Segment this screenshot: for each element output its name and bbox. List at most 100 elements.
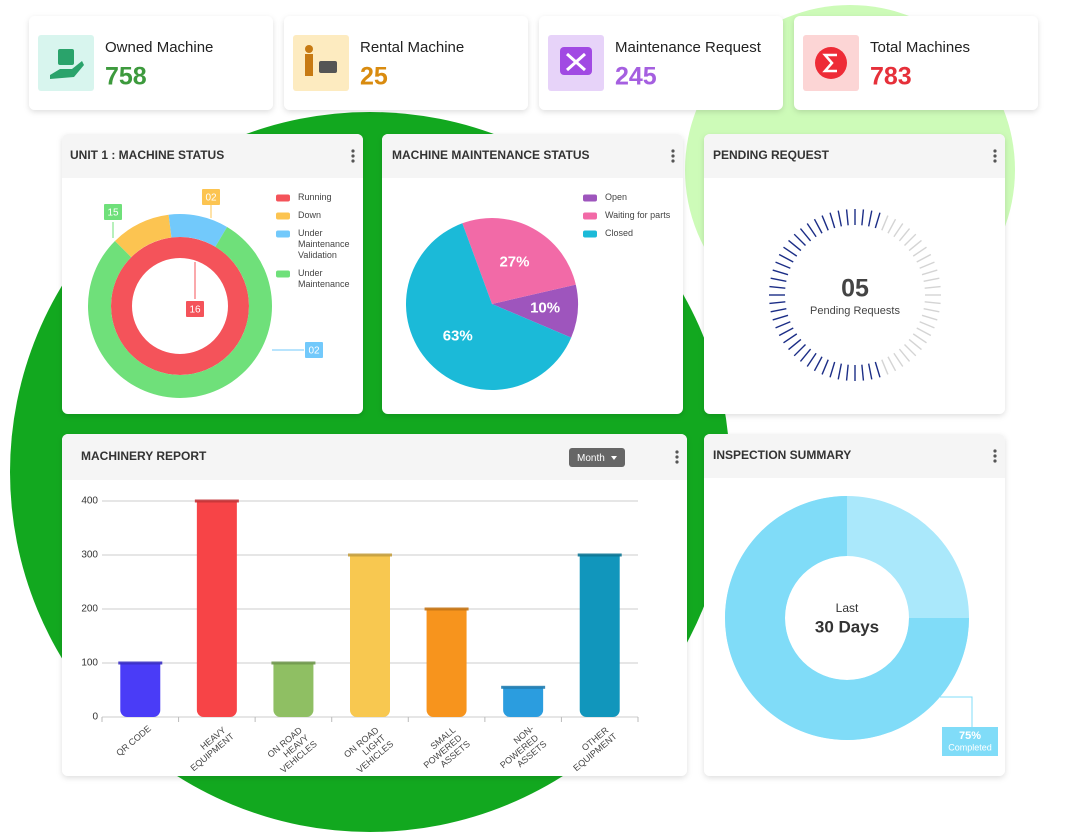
gauge-tick bbox=[912, 333, 927, 344]
bar-cap bbox=[501, 685, 546, 689]
value-label: 02 bbox=[205, 193, 217, 204]
y-tick-label: 100 bbox=[81, 658, 98, 669]
stat-value: 783 bbox=[870, 63, 912, 91]
gauge-tick bbox=[775, 261, 791, 269]
control-label: Month bbox=[577, 453, 605, 464]
legend-label: Under Maintenance Validation bbox=[298, 228, 352, 260]
legend-swatch bbox=[276, 270, 290, 278]
gauge-tick bbox=[845, 364, 849, 381]
value-label: 16 bbox=[189, 305, 201, 316]
donut-inner-ring bbox=[111, 237, 249, 375]
donut-segment bbox=[168, 214, 228, 247]
pie-slice bbox=[492, 284, 578, 338]
slice-label: 10% bbox=[530, 300, 560, 317]
menu-dot bbox=[671, 154, 675, 158]
gauge-tick bbox=[845, 209, 849, 226]
stat-value: 245 bbox=[615, 63, 657, 91]
gauge-tick bbox=[898, 228, 911, 242]
bar bbox=[120, 663, 161, 717]
slice-label: 27% bbox=[499, 253, 529, 270]
gauge-tick bbox=[924, 301, 941, 305]
icon-glyph bbox=[560, 47, 592, 75]
legend-swatch bbox=[276, 194, 290, 202]
gauge-tick bbox=[887, 218, 897, 234]
category-label: Completed bbox=[948, 742, 992, 752]
center-text: Last bbox=[836, 601, 859, 615]
value-label-box bbox=[942, 727, 998, 756]
menu-dot bbox=[675, 455, 679, 459]
gauge-tick bbox=[921, 314, 938, 321]
bar-cap bbox=[424, 607, 469, 611]
stat-value: 758 bbox=[105, 63, 147, 91]
menu-dot bbox=[993, 154, 997, 158]
icon-person bbox=[305, 45, 313, 53]
gauge-tick bbox=[893, 352, 904, 367]
gauge-tick bbox=[788, 338, 802, 351]
gauge-tick bbox=[772, 269, 789, 276]
gauge-tick bbox=[813, 356, 823, 372]
legend-swatch bbox=[276, 230, 290, 238]
card-title: MACHINE MAINTENANCE STATUS bbox=[392, 148, 590, 162]
gauge-tick bbox=[908, 338, 922, 351]
icon-glyph bbox=[305, 45, 337, 76]
gauge-tick bbox=[837, 210, 843, 227]
menu-dot bbox=[993, 459, 997, 463]
card-header bbox=[704, 134, 1005, 178]
legend-swatch bbox=[583, 230, 597, 238]
bar-cap bbox=[118, 661, 163, 665]
gauge-tick bbox=[775, 321, 791, 329]
bar bbox=[426, 609, 467, 717]
stat-label: Total Machines bbox=[870, 39, 970, 56]
pie-slice bbox=[406, 223, 572, 390]
gauge-tick bbox=[829, 212, 836, 229]
pending-label: Pending Requests bbox=[810, 305, 900, 317]
menu-dot bbox=[675, 450, 679, 454]
gauge-tick bbox=[912, 246, 927, 257]
icon-machine bbox=[319, 61, 337, 73]
center-text-strong: 30 Days bbox=[815, 617, 879, 636]
value-label: 02 bbox=[308, 346, 320, 357]
menu-dot bbox=[993, 454, 997, 458]
legend-swatch bbox=[583, 194, 597, 202]
legend-label: Down bbox=[298, 210, 321, 220]
legend-swatch bbox=[276, 212, 290, 220]
bar-cap bbox=[271, 661, 316, 665]
bar-cap bbox=[194, 499, 239, 503]
gauge-tick bbox=[806, 223, 817, 238]
card-title: INSPECTION SUMMARY bbox=[713, 448, 851, 462]
icon-sigma bbox=[822, 53, 837, 73]
control-button[interactable] bbox=[569, 448, 625, 467]
gauge-tick bbox=[916, 327, 932, 337]
menu-dot bbox=[351, 149, 355, 153]
control-caret bbox=[611, 456, 617, 460]
donut-segment bbox=[114, 214, 172, 258]
gauge-tick bbox=[923, 277, 940, 283]
gauge-tick bbox=[861, 209, 865, 226]
stat-label: Maintenance Request bbox=[615, 39, 762, 56]
legend-label: Under Maintenance bbox=[298, 268, 350, 289]
gauge-tick bbox=[893, 223, 904, 238]
gauge-tick bbox=[806, 352, 817, 367]
gauge-tick bbox=[874, 212, 881, 229]
gauge-tick bbox=[921, 269, 938, 276]
gauge-tick bbox=[829, 361, 836, 378]
gauge-tick bbox=[916, 253, 932, 263]
value-label-box bbox=[186, 301, 204, 317]
bar bbox=[579, 555, 620, 717]
menu-dot bbox=[671, 159, 675, 163]
icon-tools bbox=[566, 52, 586, 72]
gauge-tick bbox=[793, 344, 806, 357]
gauge-tick bbox=[881, 215, 889, 231]
icon-glyph bbox=[50, 49, 84, 79]
gauge-tick bbox=[821, 359, 829, 375]
value-label-box bbox=[104, 204, 122, 220]
value-label: 15 bbox=[107, 208, 119, 219]
menu-dot bbox=[351, 154, 355, 158]
card-title: PENDING REQUEST bbox=[713, 148, 830, 162]
gauge-tick bbox=[821, 215, 829, 231]
y-tick-label: 300 bbox=[81, 550, 98, 561]
card-header bbox=[62, 134, 363, 178]
y-tick-label: 0 bbox=[92, 712, 98, 723]
gauge-tick bbox=[799, 348, 812, 362]
